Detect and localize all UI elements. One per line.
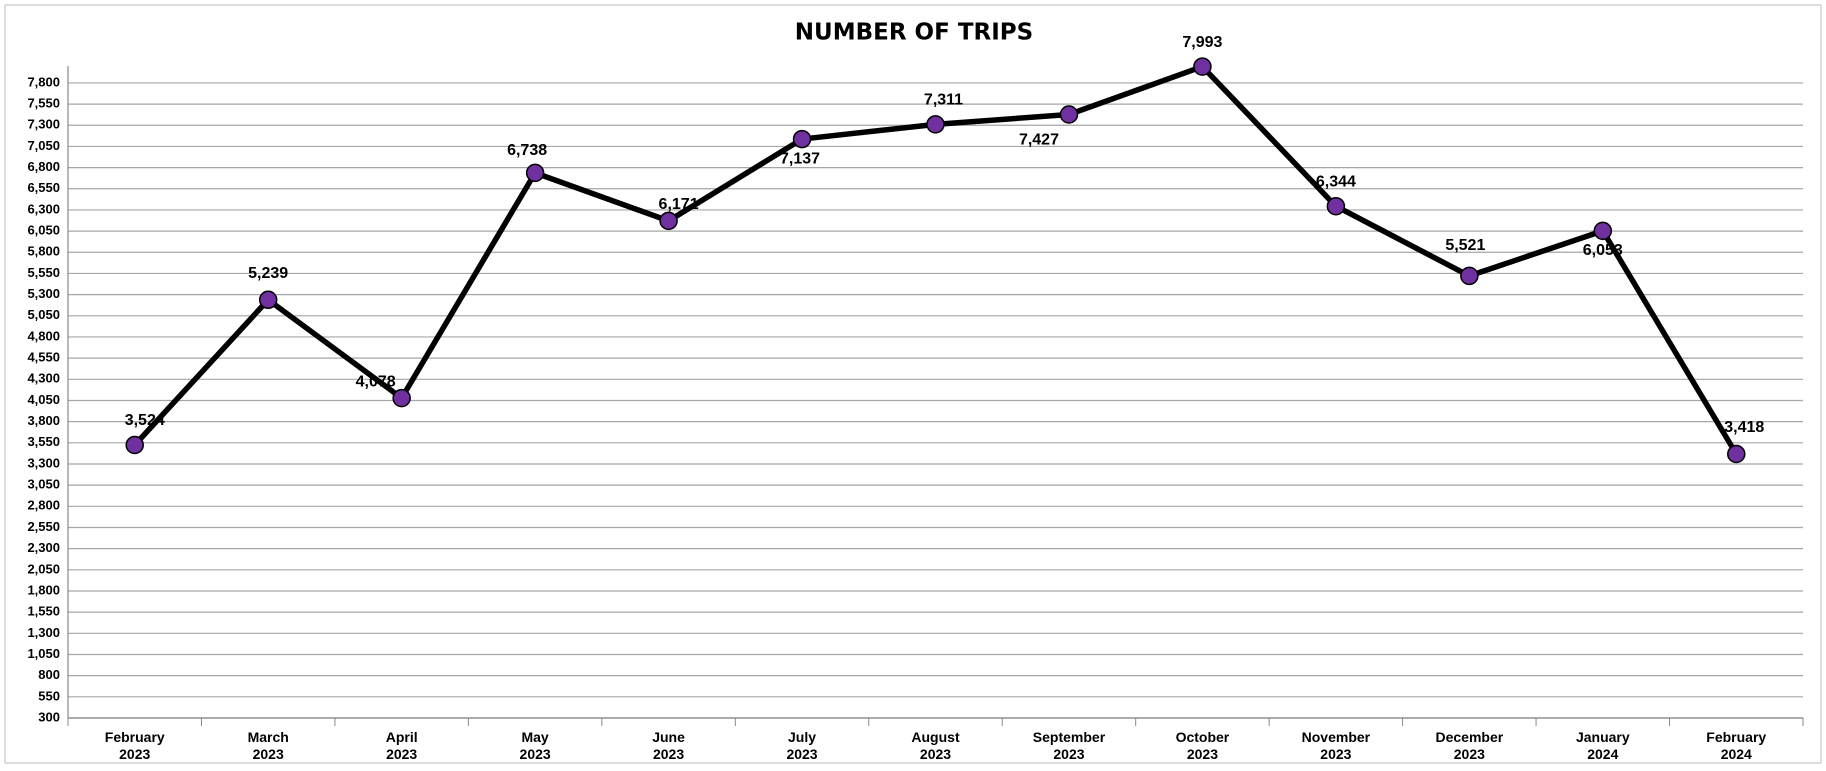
data-label: 6,053 — [1583, 242, 1623, 259]
y-tick-label: 4,800 — [27, 328, 60, 343]
y-tick-label: 550 — [38, 688, 60, 703]
data-label: 6,738 — [507, 142, 547, 159]
y-tick-label: 4,300 — [27, 371, 60, 386]
y-tick-label: 7,800 — [27, 74, 60, 89]
data-label: 4,078 — [356, 373, 396, 390]
chart-border — [4, 4, 1822, 764]
y-tick-label: 5,800 — [27, 244, 60, 259]
y-tick-label: 3,550 — [27, 434, 60, 449]
data-point — [792, 129, 812, 149]
data-label: 5,239 — [248, 265, 288, 282]
data-point — [392, 388, 411, 408]
y-tick-label: 3,050 — [27, 477, 60, 492]
data-point — [258, 290, 278, 310]
data-point — [1326, 196, 1346, 216]
data-label: 6,171 — [659, 196, 699, 213]
y-tick-label: 6,550 — [27, 180, 60, 195]
chart-title: NUMBER OF TRIPS — [795, 20, 1033, 46]
x-tick-label: January 2024 — [1576, 729, 1630, 762]
x-tick-label: February 2023 — [105, 729, 165, 762]
x-tick-label: June 2023 — [652, 729, 685, 762]
y-tick-label: 2,050 — [27, 561, 60, 576]
y-tick-label: 1,550 — [27, 604, 60, 619]
data-point — [1727, 444, 1746, 464]
x-tick-label: October 2023 — [1176, 729, 1230, 762]
data-point — [1593, 221, 1613, 241]
x-tick-label: March 2023 — [248, 729, 289, 762]
x-tick-label: December 2023 — [1435, 729, 1503, 762]
y-tick-label: 1,300 — [27, 625, 60, 640]
x-tick-label: May 2023 — [520, 729, 551, 762]
data-label: 7,993 — [1182, 34, 1222, 51]
x-tick-label: February 2024 — [1706, 729, 1766, 762]
data-label: 6,344 — [1316, 173, 1356, 190]
y-tick-label: 2,300 — [27, 540, 60, 555]
y-tick-label: 5,050 — [27, 307, 60, 322]
y-tick-label: 6,050 — [27, 223, 60, 238]
data-label: 5,521 — [1445, 237, 1485, 254]
x-tick-label: September 2023 — [1033, 729, 1106, 762]
y-tick-label: 5,550 — [27, 265, 60, 280]
y-tick-label: 300 — [38, 709, 60, 724]
y-tick-label: 1,800 — [27, 582, 60, 597]
data-label: 3,524 — [125, 412, 165, 429]
y-tick-label: 3,300 — [27, 455, 60, 470]
data-label: 7,137 — [780, 150, 820, 167]
y-tick-label: 6,300 — [27, 201, 60, 216]
y-tick-label: 3,800 — [27, 413, 60, 428]
y-tick-label: 7,300 — [27, 117, 60, 132]
y-tick-label: 2,550 — [27, 519, 60, 534]
x-tick-label: July 2023 — [786, 729, 817, 762]
data-point — [525, 163, 545, 183]
data-label: 7,427 — [1019, 132, 1059, 149]
y-tick-label: 5,300 — [27, 286, 60, 301]
data-point — [1059, 105, 1079, 124]
y-tick-label: 7,050 — [27, 138, 60, 153]
y-tick-label: 4,550 — [27, 350, 60, 365]
y-tick-label: 6,800 — [27, 159, 60, 174]
y-tick-label: 4,050 — [27, 392, 60, 407]
y-tick-label: 1,050 — [27, 646, 60, 661]
data-point — [659, 211, 678, 231]
data-label: 7,311 — [924, 92, 963, 109]
data-point — [1460, 266, 1479, 286]
data-point — [1193, 57, 1212, 76]
y-tick-label: 7,550 — [27, 96, 60, 111]
y-tick-label: 800 — [38, 667, 60, 682]
y-tick-label: 2,800 — [27, 498, 60, 513]
data-point — [926, 115, 945, 134]
x-tick-label: August 2023 — [911, 729, 960, 762]
x-tick-label: November 2023 — [1302, 729, 1371, 762]
data-point — [125, 435, 144, 455]
x-tick-label: April 2023 — [386, 729, 418, 762]
data-label: 3,418 — [1724, 419, 1764, 436]
